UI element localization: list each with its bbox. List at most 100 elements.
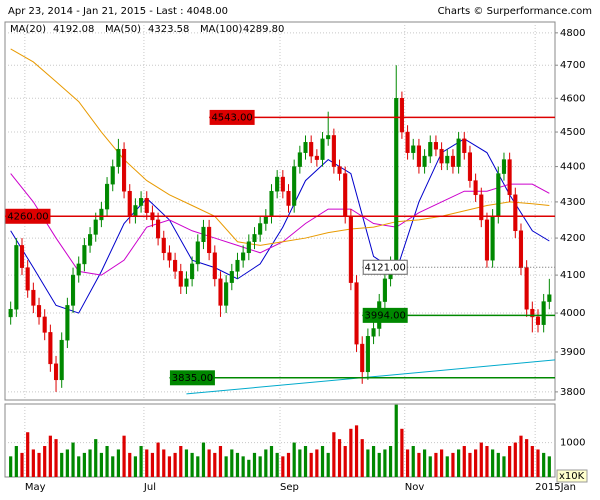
candle-body xyxy=(275,176,280,192)
candle-body xyxy=(42,316,47,333)
candle-body xyxy=(331,135,336,167)
volume-bar xyxy=(145,449,149,477)
candle-body xyxy=(99,208,104,221)
volume-bar xyxy=(354,425,359,477)
volume-bar xyxy=(457,449,461,477)
volume-bar xyxy=(377,452,381,477)
volume-bar xyxy=(162,449,166,477)
candle-body xyxy=(110,166,115,185)
volume-bar xyxy=(43,446,47,477)
level-label-box xyxy=(209,109,255,125)
candle-body xyxy=(467,152,472,181)
volume-bar xyxy=(128,452,132,477)
candle-body xyxy=(93,219,98,235)
volume-bar xyxy=(405,449,410,477)
volume-bar xyxy=(428,456,432,477)
volume-bar xyxy=(179,446,183,477)
candle-body xyxy=(518,230,524,268)
candle-body xyxy=(320,138,325,160)
x-tick-label: Jul xyxy=(143,482,156,493)
volume-bar xyxy=(269,446,274,477)
volume-bar xyxy=(264,449,268,477)
candle-body xyxy=(252,234,257,242)
candle-body xyxy=(31,289,36,306)
candle-body xyxy=(19,245,25,268)
volume-bar xyxy=(77,456,81,477)
legend-value: 4323.58 xyxy=(148,24,189,35)
level-label: 4121.00 xyxy=(365,262,406,273)
candle-body xyxy=(105,183,110,210)
volume-bar xyxy=(20,452,24,477)
volume-bar xyxy=(439,449,444,477)
candle-body xyxy=(122,148,127,192)
volume-bar xyxy=(485,446,489,477)
level-label-box xyxy=(362,259,408,275)
y-tick-label: 4000 xyxy=(560,308,585,319)
volume-bar xyxy=(133,456,138,477)
volume-bar xyxy=(400,428,404,477)
volume-bar xyxy=(9,456,13,477)
volume-bar xyxy=(547,456,551,477)
volume-bar xyxy=(366,449,370,477)
volume-bar xyxy=(525,439,529,477)
volume-bar xyxy=(60,452,64,477)
volume-bar xyxy=(286,452,291,477)
candle-body xyxy=(144,198,149,213)
candle-body xyxy=(507,159,512,196)
volume-bar xyxy=(54,439,58,477)
candle-body xyxy=(286,190,291,206)
volume-bar xyxy=(383,449,387,477)
volume-bar xyxy=(26,432,30,477)
level-label: 3835.00 xyxy=(172,373,213,384)
volume-bar xyxy=(196,456,200,477)
candle-body xyxy=(348,216,353,283)
y-tick-label: 4200 xyxy=(560,233,585,244)
volume-bar xyxy=(519,435,523,477)
candle-body xyxy=(25,267,30,291)
candle-body xyxy=(258,223,263,235)
volume-bar xyxy=(496,452,500,477)
candle-body xyxy=(184,278,189,287)
candle-body xyxy=(292,166,297,206)
volume-bar xyxy=(388,446,393,477)
volume-bar xyxy=(349,428,353,477)
candle-body xyxy=(218,278,223,306)
candle-body xyxy=(399,98,404,133)
volume-bar xyxy=(462,446,466,477)
volume-bar xyxy=(281,456,285,477)
y-tick-label: 4300 xyxy=(560,197,585,208)
y-tick-label: 4500 xyxy=(560,127,585,138)
candle-body xyxy=(382,278,387,302)
candle-body xyxy=(246,241,251,254)
chart-title: Apr 23, 2014 - Jan 21, 2015 - Last : 404… xyxy=(8,6,228,17)
volume-bar xyxy=(207,449,211,477)
volume-bar xyxy=(275,452,279,477)
candle-body xyxy=(178,271,183,287)
volume-bar xyxy=(530,446,534,477)
candle-body xyxy=(433,142,438,150)
level-label: 4260.00 xyxy=(7,211,48,222)
candle-body xyxy=(173,259,178,272)
candle-body xyxy=(59,339,64,381)
candle-body xyxy=(326,135,331,140)
y-tick-label: 4700 xyxy=(560,60,585,71)
volume-bar xyxy=(258,456,262,477)
volume-bar xyxy=(218,446,223,477)
credit: Charts © Surperformance.com xyxy=(438,6,592,17)
volume-unit: x10K xyxy=(559,471,585,482)
volume-bar xyxy=(451,452,455,477)
candle-body xyxy=(82,245,87,265)
candle-body xyxy=(535,316,541,325)
candle-body xyxy=(473,180,478,196)
trendline xyxy=(186,359,556,395)
volume-bar xyxy=(167,456,172,477)
candle-body xyxy=(167,252,172,261)
volume-bar xyxy=(394,404,398,477)
y-tick-label: 3800 xyxy=(560,387,585,398)
volume-bar xyxy=(48,435,52,477)
candle-body xyxy=(263,216,268,224)
volume-bar xyxy=(491,449,495,477)
candle-body xyxy=(280,176,285,192)
level-label-box xyxy=(5,208,51,224)
